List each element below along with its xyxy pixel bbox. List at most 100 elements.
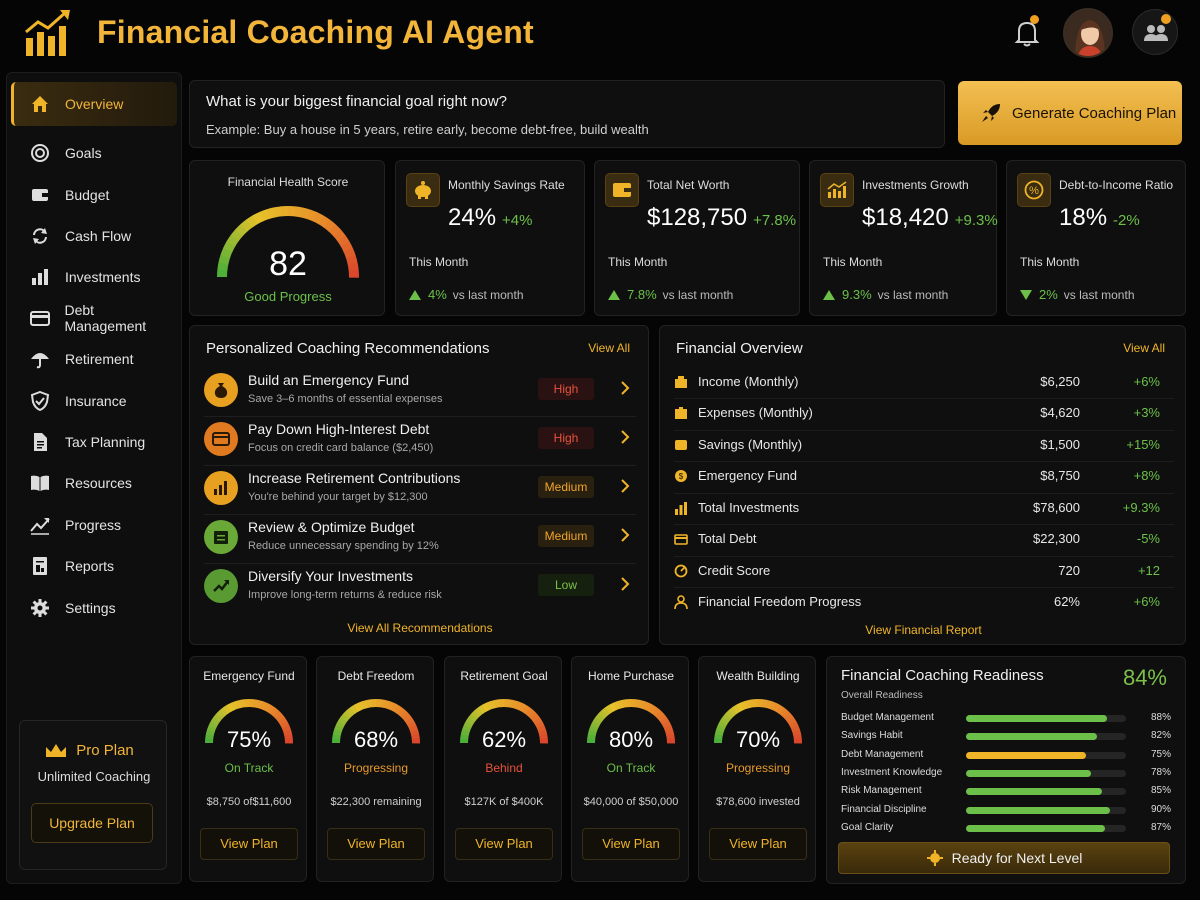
sidebar-item-retirement[interactable]: Retirement	[11, 337, 177, 381]
divider	[674, 430, 1174, 431]
metric-period: This Month	[1020, 255, 1080, 269]
home-icon	[29, 93, 51, 115]
divider	[674, 461, 1174, 462]
pro-plan-title: Pro Plan	[76, 742, 134, 759]
recommendation-item[interactable]: Diversify Your Investments Improve long-…	[204, 564, 638, 608]
goal-gauge-segment	[533, 717, 543, 726]
recommendation-item[interactable]: Build an Emergency Fund Save 3–6 months …	[204, 368, 638, 412]
sidebar-item-reports[interactable]: Reports	[11, 544, 177, 588]
sidebar-item-debt-management[interactable]: Debt Management	[11, 296, 177, 340]
recommendation-item[interactable]: Increase Retirement Contributions You're…	[204, 466, 638, 510]
overview-row: $ Emergency Fund $8,750 +8%	[674, 464, 1174, 490]
bar-chart-icon	[29, 266, 51, 288]
book-icon	[29, 472, 51, 494]
view-plan-button[interactable]: View Plan	[327, 828, 425, 860]
recommendation-subtitle: Focus on credit card balance ($2,450)	[248, 442, 434, 454]
recommendation-subtitle: Save 3–6 months of essential expenses	[248, 393, 443, 405]
wallet-icon	[605, 173, 639, 207]
generate-coaching-plan-button[interactable]: Generate Coaching Plan	[958, 81, 1182, 145]
metric-title: Debt-to-Income Ratio	[1059, 178, 1174, 192]
view-financial-report-link[interactable]: View Financial Report	[865, 623, 982, 637]
goal-gauge-segment	[210, 716, 221, 726]
notification-bell-icon[interactable]	[1010, 16, 1044, 50]
goal-gauge-segment	[598, 710, 608, 719]
goal-gauge-segment	[256, 699, 264, 709]
overview-value: $4,620	[1040, 405, 1080, 420]
view-plan-button[interactable]: View Plan	[709, 828, 807, 860]
recommendations-view-all-link[interactable]: View All	[588, 341, 630, 355]
overview-view-all-link[interactable]: View All	[1123, 341, 1165, 355]
skill-progress-fill	[966, 715, 1107, 722]
goal-gauge-segment	[609, 702, 617, 712]
svg-text:$: $	[679, 472, 684, 481]
skill-progress-fill	[966, 769, 1091, 777]
team-icon[interactable]	[1132, 9, 1178, 55]
growth-chart-icon	[204, 569, 238, 603]
refresh-icon	[29, 225, 51, 247]
readiness-skill-row: Savings Habit 82%	[841, 730, 1171, 744]
wallet-icon	[29, 184, 51, 206]
goal-gauge-segment	[490, 699, 497, 709]
metric-change: +7.8%	[753, 212, 797, 229]
sidebar-item-investments[interactable]: Investments	[11, 255, 177, 299]
health-gauge-segment	[306, 209, 318, 222]
health-status: Good Progress	[244, 289, 332, 304]
goal-gauge-segment	[474, 707, 484, 717]
skill-value: 82%	[1150, 730, 1171, 742]
sidebar-item-tax-planning[interactable]: Tax Planning	[11, 420, 177, 464]
priority-badge: High	[538, 427, 594, 449]
arrow-up-icon	[409, 289, 421, 300]
view-plan-button[interactable]: View Plan	[455, 828, 553, 860]
chevron-right-icon	[621, 577, 630, 591]
sidebar-item-budget[interactable]: Budget	[11, 173, 177, 217]
sidebar-item-insurance[interactable]: Insurance	[11, 379, 177, 423]
skill-label: Risk Management	[841, 785, 922, 797]
goal-input[interactable]	[206, 119, 926, 139]
health-gauge-segment	[312, 212, 325, 225]
upgrade-plan-button[interactable]: Upgrade Plan	[31, 803, 153, 843]
user-avatar[interactable]	[1063, 8, 1113, 58]
team-badge	[1161, 14, 1171, 24]
goal-gauge	[587, 699, 675, 744]
rocket-icon	[982, 104, 1000, 122]
metric-foot-value: 4%	[428, 287, 447, 302]
readiness-skill-row: Goal Clarity 87%	[841, 822, 1171, 836]
logo-icon	[25, 10, 70, 56]
sidebar-item-settings[interactable]: Settings	[11, 586, 177, 630]
goal-status: Progressing	[343, 761, 409, 775]
recommendation-item[interactable]: Review & Optimize Budget Reduce unnecess…	[204, 515, 638, 559]
overview-label: Savings (Monthly)	[698, 437, 803, 452]
overview-label: Total Debt	[698, 531, 757, 546]
growth-chart-icon	[820, 173, 854, 207]
goal-gauge-segment	[358, 701, 366, 711]
skill-value: 90%	[1150, 803, 1171, 815]
priority-badge: High	[538, 378, 594, 400]
goal-gauge-segment	[393, 704, 403, 715]
goal-card-retirement: Retirement Goal 62% Behind $127K of $400…	[444, 656, 562, 882]
goal-gauge-segment	[337, 716, 348, 726]
view-plan-button[interactable]: View Plan	[200, 828, 298, 860]
sidebar-item-label: Progress	[65, 517, 122, 533]
goal-status: Progressing	[725, 761, 791, 775]
recommendation-item[interactable]: Pay Down High-Interest Debt Focus on cre…	[204, 417, 638, 461]
goal-gauge-segment	[728, 707, 738, 717]
goal-gauge-segment	[494, 699, 501, 708]
goal-gauge-segment	[592, 716, 603, 726]
metric-title: Monthly Savings Rate	[448, 178, 565, 192]
goal-gauge	[460, 699, 548, 744]
arrow-up-icon	[608, 289, 620, 300]
goal-status: Behind	[485, 761, 523, 775]
sidebar-item-label: Cash Flow	[65, 228, 132, 244]
ready-for-next-level-button[interactable]: Ready for Next Level	[838, 842, 1170, 874]
sidebar-item-cash-flow[interactable]: Cash Flow	[11, 214, 177, 258]
view-plan-button[interactable]: View Plan	[582, 828, 680, 860]
readiness-skill-row: Financial Discipline 90%	[841, 804, 1171, 818]
sidebar-item-resources[interactable]: Resources	[11, 461, 177, 505]
view-all-recommendations-link[interactable]: View All Recommendations	[347, 621, 493, 635]
sidebar-item-progress[interactable]: Progress	[11, 503, 177, 547]
goal-gauge-segment	[652, 707, 661, 717]
sidebar-item-overview[interactable]: Overview	[11, 82, 177, 126]
sidebar-item-goals[interactable]: Goals	[11, 131, 177, 175]
goal-gauge-segment	[343, 710, 353, 719]
health-score: 82	[269, 245, 307, 283]
